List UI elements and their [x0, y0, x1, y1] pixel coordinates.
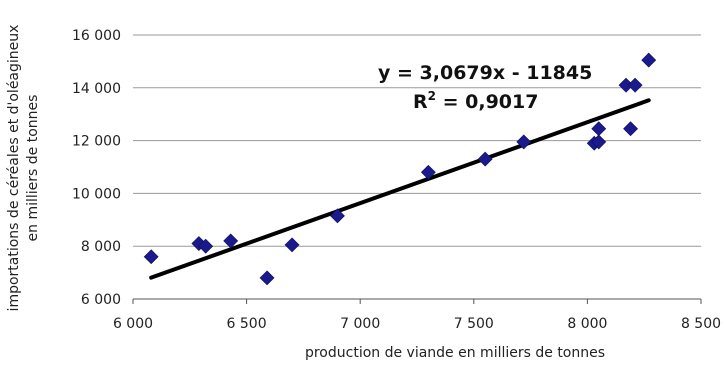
data-point — [198, 238, 214, 254]
r-squared-value: = 0,9017 — [436, 91, 538, 113]
y-tick-label: 16 000 — [72, 28, 121, 44]
data-point — [330, 208, 345, 224]
data-point — [623, 121, 638, 137]
y-tick-label: 14 000 — [72, 81, 121, 97]
data-point — [477, 151, 493, 167]
data-point — [223, 233, 239, 249]
trend-equation-label: y = 3,0679x - 11845 — [378, 62, 592, 84]
x-tick-label: 8 000 — [567, 316, 607, 332]
data-points — [143, 52, 657, 286]
data-point — [591, 134, 607, 150]
data-point — [516, 134, 532, 150]
r-squared-superscript: 2 — [428, 89, 436, 103]
x-tick-label: 6 500 — [227, 316, 267, 332]
y-tick-label: 10 000 — [72, 186, 121, 202]
r-squared-label: R2 = 0,9017 — [413, 89, 538, 113]
x-axis-ticks: 6 000 6 500 7 000 7 500 8 000 8 500 — [113, 299, 721, 332]
y-tick-label: 8 000 — [81, 239, 121, 255]
y-tick-label: 12 000 — [72, 134, 121, 150]
y-axis-title-line-2: en milliers de tonnes — [25, 95, 41, 242]
data-point — [420, 164, 436, 180]
y-axis-ticks: 6 000 8 000 10 000 12 000 14 000 16 000 — [72, 28, 121, 308]
data-point — [284, 237, 300, 253]
data-point — [591, 121, 607, 137]
x-axis-title: production de viande en milliers de tonn… — [305, 345, 605, 361]
trend-line — [149, 98, 651, 280]
r-squared-prefix: R — [413, 91, 428, 113]
x-tick-label: 7 500 — [454, 316, 494, 332]
x-tick-label: 7 000 — [340, 316, 380, 332]
data-point — [627, 77, 643, 93]
data-point — [641, 52, 657, 68]
y-axis-title-line-1: importations de céréales et d'oléagineux — [6, 25, 22, 312]
x-tick-label: 6 000 — [113, 316, 153, 332]
data-point — [259, 270, 275, 286]
x-tick-label: 8 500 — [681, 316, 721, 332]
y-tick-label: 6 000 — [81, 292, 121, 308]
grid-lines — [133, 34, 701, 247]
data-point — [143, 249, 159, 265]
